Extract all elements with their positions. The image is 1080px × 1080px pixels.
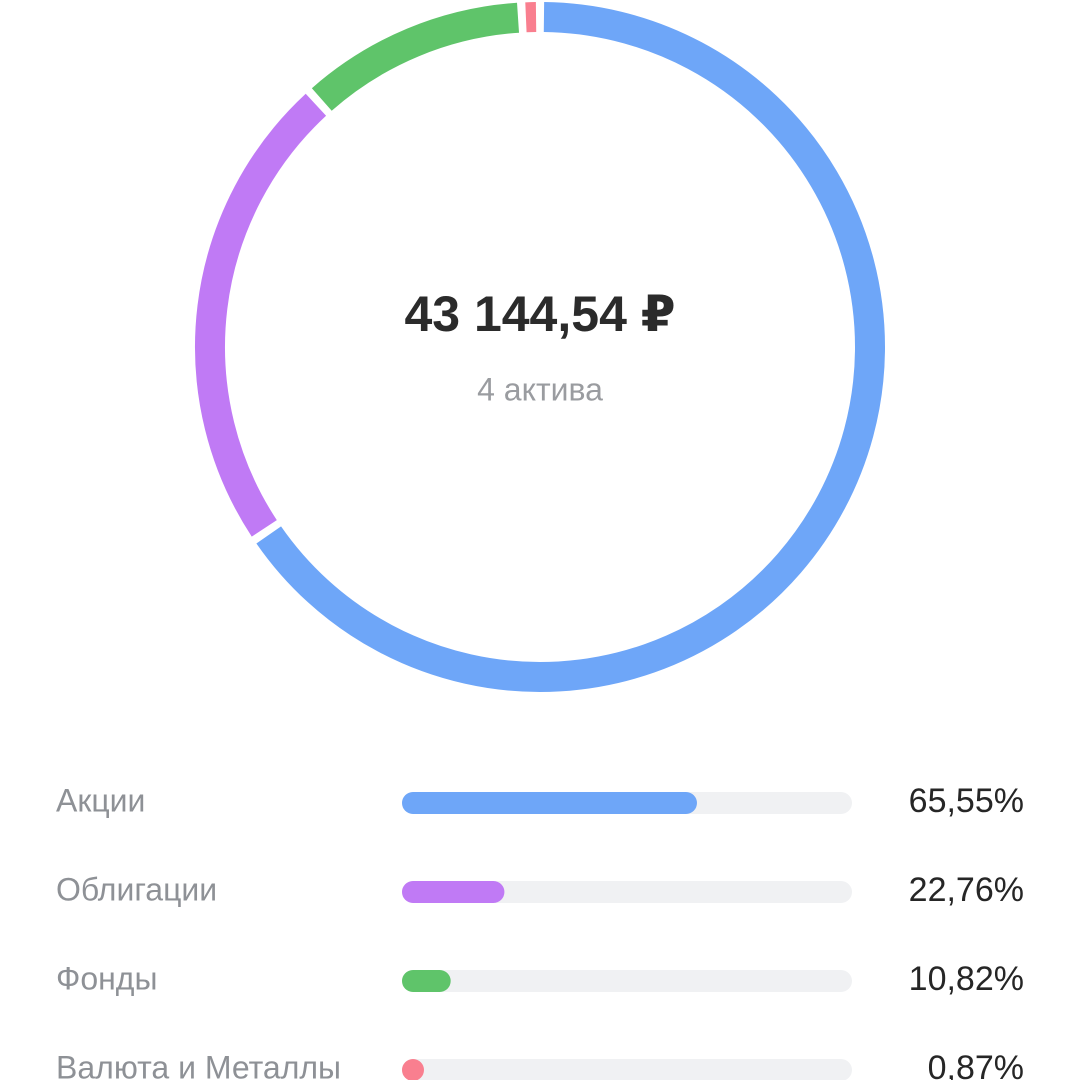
total-value: 43 144,54 ₽ <box>404 286 675 342</box>
asset-name: Валюта и Металлы <box>56 1049 341 1080</box>
donut-segment <box>311 2 520 111</box>
asset-percent: 10,82% <box>909 960 1024 998</box>
asset-percent: 22,76% <box>909 871 1024 909</box>
asset-percent: 0,87% <box>928 1049 1024 1080</box>
asset-count: 4 актива <box>477 371 603 407</box>
bar-track <box>402 1059 852 1080</box>
donut-segment <box>195 93 327 537</box>
bar <box>402 970 451 992</box>
asset-percent: 65,55% <box>909 782 1024 820</box>
donut-segment <box>256 2 885 692</box>
asset-name: Фонды <box>56 960 157 996</box>
bar <box>402 881 505 903</box>
bar <box>402 792 697 814</box>
bar-track <box>402 970 852 992</box>
bar <box>402 1059 424 1080</box>
asset-name: Акции <box>56 782 145 818</box>
asset-name: Облигации <box>56 871 217 907</box>
bar-track <box>402 881 852 903</box>
